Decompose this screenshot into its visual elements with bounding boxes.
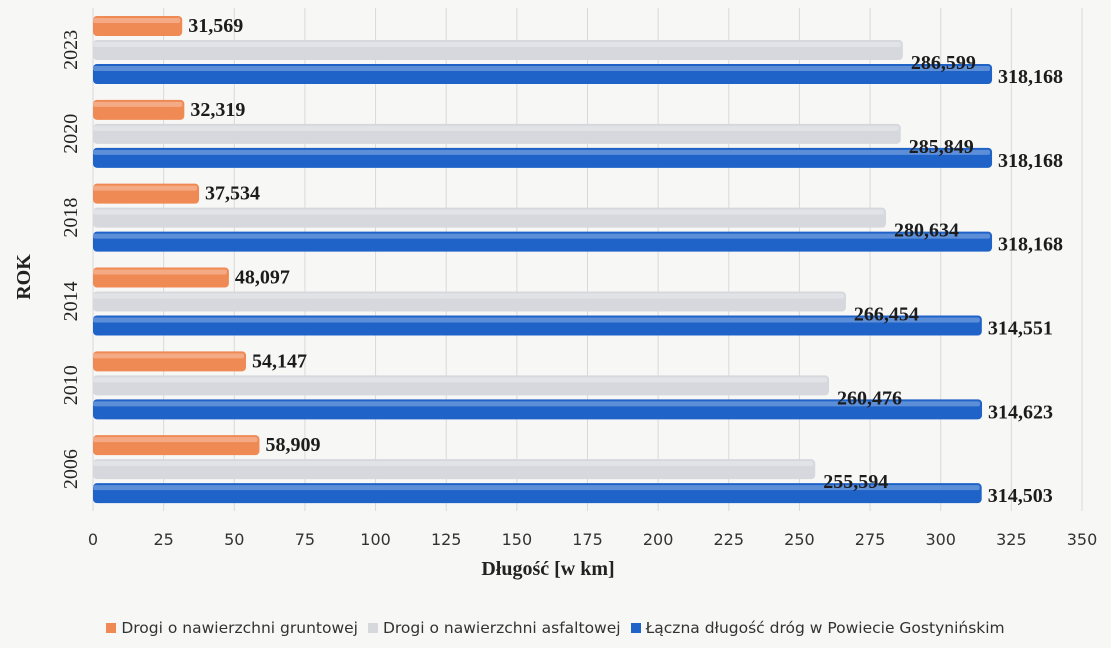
x-tick-labels: 0 25 50 75 100 125 150 175 200 225 250 275 300 325 350 — [88, 530, 1097, 549]
bar — [93, 123, 901, 144]
bar-highlight — [93, 185, 198, 191]
legend-swatch-laczna — [630, 623, 641, 633]
bar — [93, 16, 183, 36]
x-tick-label: 325 — [996, 530, 1027, 549]
legend-swatch-gruntowe — [106, 623, 117, 633]
data-label: 260,476 — [837, 387, 902, 409]
bar-highlight — [93, 377, 828, 383]
bar — [93, 267, 229, 288]
bar-highlight — [93, 269, 227, 275]
bar — [93, 483, 982, 504]
bar-highlight — [93, 101, 183, 107]
data-label: 314,551 — [988, 318, 1053, 340]
legend-item-gruntowe: Drogi o nawierzchni gruntowej — [106, 619, 358, 637]
data-label: 266,454 — [854, 304, 919, 326]
bar — [93, 147, 993, 168]
bar — [93, 351, 247, 372]
data-label: 280,634 — [894, 220, 959, 242]
y-tick-label: 2020 — [60, 114, 82, 154]
data-label: 286,599 — [911, 52, 976, 74]
legend-item-asfaltowe: Drogi o nawierzchni asfaltowej — [367, 619, 621, 637]
bar — [93, 207, 886, 228]
data-label: 255,594 — [823, 471, 888, 493]
data-label: 32,319 — [190, 99, 245, 121]
x-tick-label: 150 — [502, 530, 533, 549]
bar-highlight — [93, 233, 991, 239]
bar — [93, 183, 200, 204]
x-tick-label: 200 — [643, 530, 674, 549]
x-tick-label: 0 — [88, 530, 98, 549]
chart: 58,909 255,594 314,503 54,147 260,476 314,623… — [13, 8, 1097, 580]
legend-label-asfaltowe: Drogi o nawierzchni asfaltowej — [382, 619, 621, 637]
data-label: 58,909 — [265, 434, 320, 456]
legend-swatch-asfaltowe — [367, 623, 378, 633]
bar — [93, 375, 830, 396]
legend-label-laczna: Łączna długość dróg w Powiecie Gostynińs… — [645, 619, 1005, 637]
bar-highlight — [93, 66, 991, 71]
bar-highlight — [93, 401, 981, 407]
legend-label-gruntowe: Drogi o nawierzchni gruntowej — [121, 619, 358, 637]
y-axis-title: ROK — [13, 254, 35, 300]
x-tick-label: 225 — [714, 530, 745, 549]
gridlines — [92, 8, 1083, 511]
y-tick-label: 2023 — [60, 30, 82, 70]
bar — [93, 64, 993, 84]
y-tick-labels: 2006 2010 2014 2018 2020 2023 — [60, 30, 82, 489]
data-label: 31,569 — [188, 15, 243, 37]
legend: Drogi o nawierzchni gruntowej Drogi o na… — [0, 619, 1111, 637]
y-tick-label: 2014 — [60, 281, 82, 321]
x-tick-label: 250 — [784, 530, 815, 549]
bar — [93, 291, 846, 312]
bar-highlight — [93, 317, 980, 323]
data-label: 314,623 — [988, 401, 1053, 423]
data-label: 54,147 — [252, 350, 307, 372]
bar — [93, 231, 993, 252]
bar-highlight — [93, 125, 899, 131]
bar-highlight — [93, 42, 901, 47]
bar — [93, 399, 983, 420]
bar — [93, 99, 185, 120]
x-tick-label: 75 — [295, 530, 315, 549]
bar-highlight — [93, 293, 844, 299]
bars — [93, 16, 993, 504]
x-tick-label: 125 — [431, 530, 462, 549]
x-tick-label: 300 — [925, 530, 956, 549]
data-labels: 58,909 255,594 314,503 54,147 260,476 314,623… — [188, 15, 1063, 507]
bar-highlight — [93, 209, 884, 215]
data-label: 318,168 — [998, 66, 1063, 88]
y-tick-label: 2006 — [60, 449, 82, 489]
bar-highlight — [93, 437, 258, 443]
data-label: 318,168 — [998, 234, 1063, 256]
x-tick-label: 100 — [360, 530, 391, 549]
bar-highlight — [93, 485, 980, 491]
y-tick-label: 2010 — [60, 365, 82, 405]
bar — [93, 459, 816, 480]
data-label: 285,849 — [909, 136, 974, 158]
bar-highlight — [93, 461, 814, 467]
data-label: 37,534 — [205, 183, 260, 205]
bar-highlight — [93, 353, 245, 359]
data-label: 314,503 — [988, 485, 1053, 507]
data-label: 318,168 — [998, 150, 1063, 172]
y-tick-label: 2018 — [60, 198, 82, 238]
bar — [93, 435, 260, 456]
data-label: 48,097 — [235, 267, 290, 289]
bar — [93, 40, 903, 60]
x-tick-label: 50 — [224, 530, 244, 549]
x-tick-label: 275 — [855, 530, 886, 549]
bar-highlight — [93, 149, 991, 155]
legend-item-laczna: Łączna długość dróg w Powiecie Gostynińs… — [630, 619, 1005, 637]
x-axis-title: Długość [w km] — [481, 558, 614, 580]
x-tick-label: 350 — [1067, 530, 1098, 549]
bar — [93, 315, 982, 336]
bar-highlight — [93, 18, 181, 23]
x-tick-label: 175 — [572, 530, 603, 549]
x-tick-label: 25 — [153, 530, 173, 549]
